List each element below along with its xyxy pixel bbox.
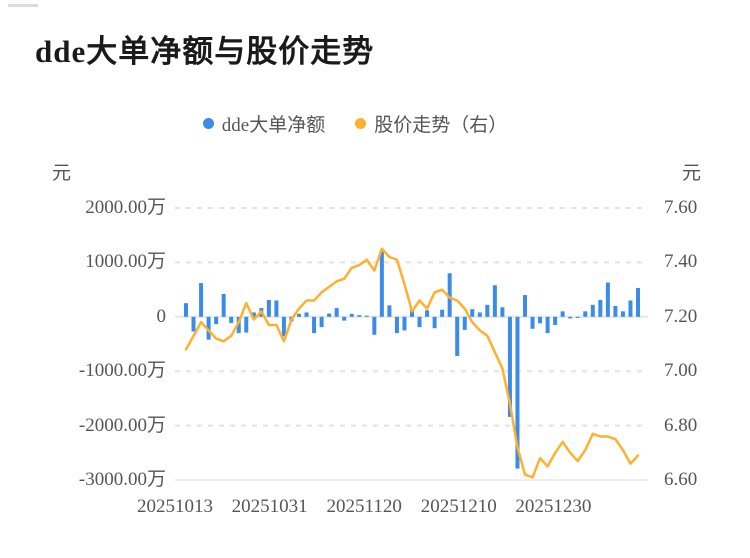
xtick-20251230: 20251230 xyxy=(515,496,592,517)
legend: dde大单净额 股价走势（右） xyxy=(0,110,730,137)
right-ytick-680: 6.80 xyxy=(664,415,698,436)
xtick-20251120: 20251120 xyxy=(326,496,402,517)
left-ytick-1000: 1000.00万 xyxy=(85,251,166,272)
left-ytick-neg3000: -3000.00万 xyxy=(78,469,166,490)
legend-item-price-trend[interactable]: 股价走势（右） xyxy=(355,110,507,137)
corner-dash xyxy=(8,4,38,7)
left-ytick-neg1000: -1000.00万 xyxy=(78,360,166,381)
right-ytick-760: 7.60 xyxy=(664,197,698,218)
xtick-20251013: 20251013 xyxy=(137,496,213,517)
right-axis-unit: 元 xyxy=(682,163,702,184)
legend-item-dde-net[interactable]: dde大单净额 xyxy=(202,110,326,137)
left-ytick-0: 0 xyxy=(156,306,167,327)
right-ytick-740: 7.40 xyxy=(664,251,698,272)
legend-dot-blue-icon xyxy=(202,118,214,129)
xtick-20251031: 20251031 xyxy=(231,496,308,517)
left-ytick-neg2000: -2000.00万 xyxy=(78,415,166,436)
right-ytick-660: 6.60 xyxy=(664,469,698,490)
legend-dot-orange-icon xyxy=(355,118,367,129)
right-ytick-700: 7.00 xyxy=(664,360,698,381)
xtick-20251210: 20251210 xyxy=(420,496,497,517)
legend-label-dde-net: dde大单净额 xyxy=(221,115,326,136)
right-ytick-720: 7.20 xyxy=(664,306,698,327)
left-ytick-2000: 2000.00万 xyxy=(85,197,166,218)
chart-title: dde大单净额与股价走势 xyxy=(35,34,375,69)
left-axis-unit: 元 xyxy=(52,163,72,184)
plot-area xyxy=(175,207,648,481)
legend-label-price-trend: 股价走势（右） xyxy=(374,115,508,136)
